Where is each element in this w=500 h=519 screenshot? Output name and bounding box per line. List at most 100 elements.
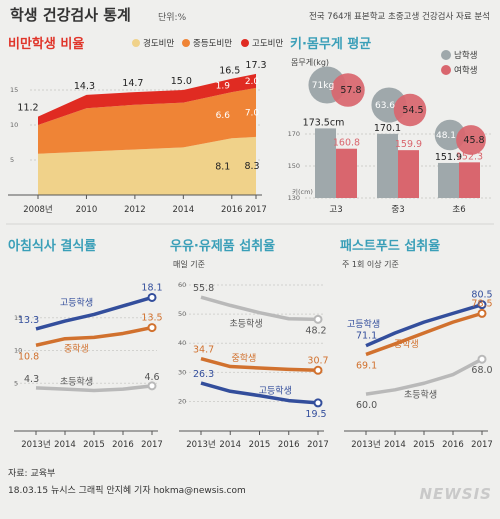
end-value-label: 19.5 bbox=[305, 409, 326, 420]
category-label: 초6 bbox=[452, 205, 465, 215]
fastfood-title: 패스트푸드 섭취율 bbox=[340, 238, 440, 254]
legend-light-marker bbox=[132, 39, 140, 47]
x-tick-label: 2014 bbox=[173, 205, 195, 215]
series-line bbox=[200, 381, 319, 405]
obesity-value-labels: 8.1 6.6 1.9 8.3 7.0 2.0 bbox=[215, 77, 259, 173]
value-label: 1.9 bbox=[216, 81, 231, 91]
weight-boys-label: 71kg bbox=[312, 81, 334, 91]
area-high-obesity bbox=[38, 73, 256, 125]
y-tick-label: 20 bbox=[178, 397, 186, 405]
bubble-girls-weight bbox=[331, 73, 365, 107]
total-label: 11.2 bbox=[17, 103, 38, 114]
series-line bbox=[200, 356, 319, 373]
legend-mid-marker bbox=[182, 39, 190, 47]
y-tick-label: 10 bbox=[10, 121, 18, 129]
weight-girls-label: 54.5 bbox=[402, 105, 423, 116]
series-line bbox=[35, 325, 153, 347]
total-label: 17.3 bbox=[245, 60, 266, 71]
bubble-girls-weight bbox=[456, 125, 486, 155]
y-tick-label: 170 bbox=[288, 130, 300, 138]
value-label: 2.0 bbox=[245, 77, 260, 87]
x-tick-label: 2014 bbox=[384, 440, 406, 450]
wh-weight-bubbles: 71kg 57.8 63.6 54.5 48.1 45.8 bbox=[308, 66, 486, 155]
bubble-girls-weight bbox=[393, 93, 427, 127]
end-value-label: 48.2 bbox=[305, 325, 326, 336]
series-line bbox=[35, 384, 153, 393]
weight-height-title: 키·몸무게 평균 bbox=[290, 36, 371, 52]
end-value-label: 18.1 bbox=[141, 282, 162, 293]
bar-girls-height bbox=[398, 150, 419, 198]
end-value-label: 30.7 bbox=[307, 355, 328, 366]
weight-boys-label: 63.6 bbox=[375, 101, 395, 111]
end-value-label: 68.0 bbox=[471, 365, 492, 376]
end-value-label: 13.5 bbox=[141, 313, 162, 324]
footer-credit: 18.03.15 뉴시스 그래픽 안지혜 기자 hokma@newsis.com bbox=[8, 484, 246, 496]
wh-y-ticks: 130 150 170 bbox=[288, 130, 300, 202]
weight-subtitle: 몸무게(kg) bbox=[291, 57, 329, 67]
x-tick-label: 2017 bbox=[471, 440, 493, 450]
x-tick-label: 2008년 bbox=[23, 204, 52, 215]
series-name-label: 중학생 bbox=[394, 339, 419, 350]
weight-boys-label: 48.1 bbox=[436, 131, 456, 141]
start-value-label: 13.3 bbox=[18, 315, 39, 326]
wh-category-labels: 고3 중3 초6 bbox=[329, 205, 465, 215]
legend-light-label: 경도비만 bbox=[143, 38, 174, 49]
unit-label: 단위:% bbox=[158, 12, 187, 23]
start-value-label: 55.8 bbox=[193, 283, 214, 294]
footer-source: 자료: 교육부 bbox=[8, 468, 55, 479]
y-tick-label: 10 bbox=[14, 347, 22, 355]
x-tick-label: 2015 bbox=[83, 440, 105, 450]
y-tick-label: 50 bbox=[178, 310, 186, 318]
category-label: 고3 bbox=[329, 205, 342, 215]
y-tick-label: 15 bbox=[10, 86, 18, 94]
value-label: 6.6 bbox=[216, 111, 231, 121]
y-tick-label: 40 bbox=[178, 339, 186, 347]
x-tick-label: 2016 bbox=[221, 205, 243, 215]
legend-high-marker bbox=[241, 39, 249, 47]
obesity-total-labels: 11.2 14.3 14.7 15.0 16.5 17.3 bbox=[17, 60, 266, 114]
page-title: 학생 건강검사 통계 bbox=[10, 6, 131, 24]
height-boys-label: 151.9 bbox=[435, 152, 462, 163]
area-mid-obesity bbox=[38, 87, 256, 154]
y-tick-label: 15 bbox=[14, 314, 22, 322]
end-marker bbox=[477, 300, 487, 310]
legend-mid-label: 중등도비만 bbox=[193, 39, 232, 49]
legend-high-label: 고도비만 bbox=[252, 39, 283, 49]
start-value-label: 34.7 bbox=[193, 345, 214, 356]
total-label: 15.0 bbox=[171, 76, 192, 87]
x-tick-label: 2015 bbox=[413, 440, 435, 450]
x-tick-label: 2017 bbox=[245, 205, 267, 215]
y-tick-label: 5 bbox=[14, 379, 18, 387]
fastfood-line-chart: 2013년 2014 2015 2016 2017 71.1 80.5 고등학생 69.1 78.… bbox=[344, 290, 493, 450]
end-value-label: 80.5 bbox=[471, 290, 492, 301]
series-name-label: 중학생 bbox=[232, 353, 257, 364]
series-line bbox=[365, 311, 483, 357]
start-value-label: 10.8 bbox=[18, 351, 39, 362]
y-tick-label: 130 bbox=[288, 194, 300, 202]
value-label: 8.3 bbox=[244, 161, 259, 172]
start-value-label: 69.1 bbox=[356, 360, 377, 371]
x-tick-label: 2016 bbox=[278, 440, 300, 450]
series-line bbox=[200, 295, 319, 322]
end-marker bbox=[147, 381, 157, 391]
end-marker bbox=[147, 323, 157, 333]
series-line bbox=[35, 295, 153, 331]
x-tick-label: 2013년 bbox=[21, 439, 50, 450]
x-tick-label: 2016 bbox=[442, 440, 464, 450]
weight-girls-label: 57.8 bbox=[340, 85, 361, 96]
height-girls-label: 152.3 bbox=[456, 151, 483, 162]
obesity-x-ticks: 2008년 2010 2012 2014 2016 2017 bbox=[8, 194, 267, 215]
line-charts: 5 10 15 2013년 2014 2015 2016 2017 13.3 18.1 고등학생 10… bbox=[14, 281, 493, 450]
obesity-title: 비만학생 비율 bbox=[8, 36, 84, 52]
category-label: 중3 bbox=[391, 205, 404, 215]
obesity-y-ticks: 5 10 15 bbox=[10, 86, 18, 164]
x-tick-label: 2013년 bbox=[351, 439, 380, 450]
start-value-label: 71.1 bbox=[356, 331, 377, 342]
bar-boys-height bbox=[315, 128, 336, 198]
series-name-label: 초등학생 bbox=[230, 319, 263, 330]
x-tick-label: 2014 bbox=[54, 440, 76, 450]
start-value-label: 60.0 bbox=[356, 400, 377, 411]
x-tick-label: 2017 bbox=[141, 440, 163, 450]
